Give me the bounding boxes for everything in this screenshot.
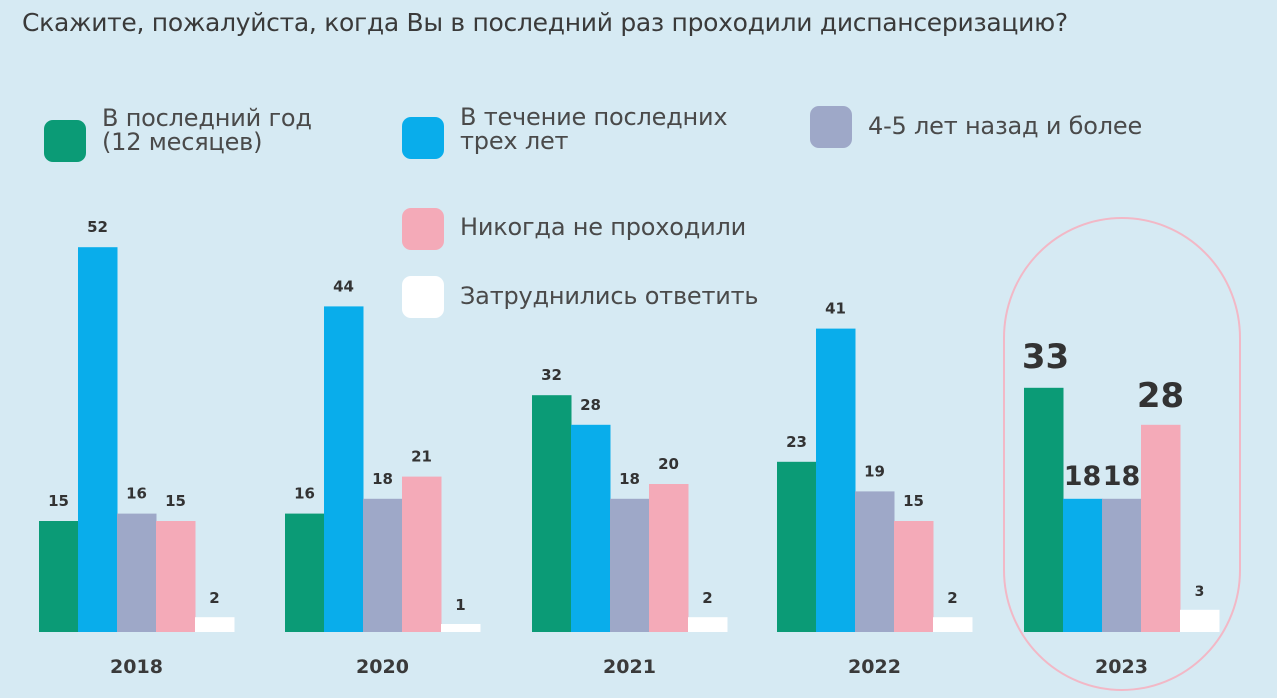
legend-swatch-four-five	[810, 106, 852, 148]
value-label: 18	[619, 470, 640, 488]
legend-label-four-five: 4-5 лет назад и более	[868, 112, 1143, 140]
value-label: 2	[947, 589, 957, 607]
value-label: 23	[786, 433, 807, 451]
value-label: 18	[1064, 461, 1102, 492]
value-label: 19	[864, 462, 885, 480]
bar-four-five-2018	[117, 513, 157, 632]
category-label-2023: 2023	[1095, 656, 1148, 678]
bar-never-2022	[894, 521, 934, 632]
category-label-2018: 2018	[110, 656, 163, 678]
legend-label-three-years: В течение последних трех лет	[460, 103, 728, 155]
value-label: 15	[48, 492, 69, 510]
value-label: 28	[580, 396, 601, 414]
value-label: 15	[165, 492, 186, 510]
category-label-2021: 2021	[603, 656, 656, 678]
bar-three-years-2022	[816, 328, 856, 632]
legend-item-never: Никогда не проходили	[402, 208, 746, 250]
bar-never-2021	[649, 484, 689, 632]
value-label: 18	[372, 470, 393, 488]
value-label: 18	[1103, 461, 1141, 492]
category-label-2022: 2022	[848, 656, 901, 678]
bar-hard-2022	[933, 617, 973, 632]
chart-title: Скажите, пожалуйста, когда Вы в последни…	[22, 8, 1068, 37]
bar-hard-2020	[441, 624, 481, 632]
bar-never-2018	[156, 521, 196, 632]
value-label: 15	[903, 492, 924, 510]
bar-four-five-2023	[1102, 498, 1142, 632]
bar-four-five-2022	[855, 491, 895, 632]
bar-four-five-2020	[363, 498, 403, 632]
bar-hard-2021	[688, 617, 728, 632]
value-label: 3	[1195, 584, 1205, 600]
value-label: 41	[825, 300, 846, 318]
value-label: 28	[1137, 376, 1184, 416]
bar-hard-2023	[1180, 609, 1220, 632]
bar-four-five-2021	[610, 498, 650, 632]
legend-swatch-hard	[402, 276, 444, 318]
value-label: 2	[702, 589, 712, 607]
bar-three-years-2018	[78, 247, 118, 632]
value-label: 33	[1022, 337, 1069, 377]
value-label: 21	[411, 448, 432, 466]
value-label: 20	[658, 455, 679, 473]
bar-hard-2018	[195, 617, 235, 632]
legend-item-four-five: 4-5 лет назад и более	[810, 106, 1142, 148]
legend-item-hard: Затруднились ответить	[402, 276, 759, 318]
bar-three-years-2021	[571, 424, 611, 632]
category-label-2020: 2020	[356, 656, 409, 678]
value-label: 16	[294, 485, 315, 503]
bar-never-2020	[402, 476, 442, 632]
legend-swatch-never	[402, 208, 444, 250]
legend-swatch-last-year	[44, 120, 86, 162]
bar-last-year-2023	[1024, 387, 1064, 632]
value-label: 1	[455, 596, 465, 614]
bar-last-year-2022	[777, 461, 817, 632]
legend-swatch-three-years	[402, 117, 444, 159]
bar-never-2023	[1141, 424, 1181, 632]
bar-last-year-2020	[285, 513, 325, 632]
value-label: 2	[209, 589, 219, 607]
bar-last-year-2021	[532, 395, 572, 632]
value-label: 52	[87, 218, 108, 236]
bar-three-years-2020	[324, 306, 364, 632]
legend-label-never: Никогда не проходили	[460, 213, 747, 241]
legend-item-three-years: В течение последних трех лет	[402, 103, 728, 159]
bar-three-years-2023	[1063, 498, 1103, 632]
legend-label-hard: Затруднились ответить	[460, 282, 759, 310]
highlight-frame	[1003, 217, 1241, 691]
legend-label-last-year: В последний год (12 месяцев)	[102, 104, 312, 156]
bar-last-year-2018	[39, 521, 79, 632]
legend-item-last-year: В последний год (12 месяцев)	[44, 106, 312, 162]
value-label: 32	[541, 366, 562, 384]
value-label: 44	[333, 277, 354, 295]
value-label: 16	[126, 485, 147, 503]
